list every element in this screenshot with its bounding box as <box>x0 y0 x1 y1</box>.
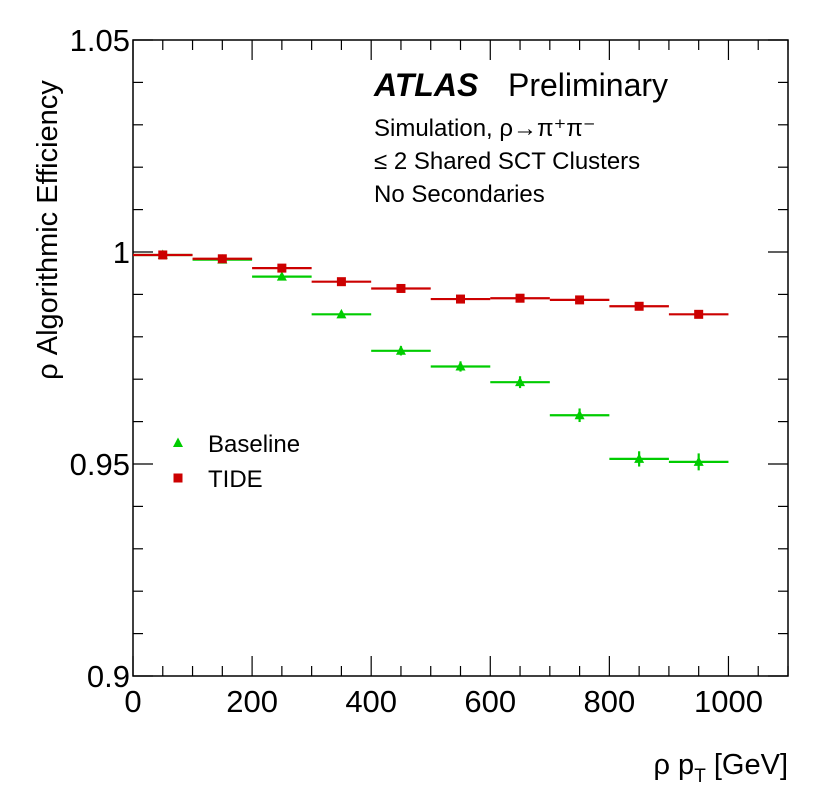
legend: Baseline TIDE <box>173 431 300 493</box>
legend-marker-tide <box>173 473 183 483</box>
experiment-label: ATLAS <box>373 67 479 103</box>
y-tick-label: 0.9 <box>87 659 130 694</box>
data-point <box>336 277 346 287</box>
x-tick-label: 600 <box>464 684 516 719</box>
y-tick-labels: 0.9 0.95 1 1.05 <box>70 23 130 694</box>
annotation-text: ≤ 2 Shared SCT Clusters <box>374 148 640 175</box>
x-tick-label: 1000 <box>694 684 763 719</box>
y-tick-label: 1.05 <box>70 23 130 58</box>
status-label: Preliminary <box>508 67 668 103</box>
x-tick-labels: 0 200 400 600 800 1000 <box>124 684 763 719</box>
data-point <box>574 409 585 420</box>
annotation-text: No Secondaries <box>374 181 545 208</box>
y-axis-ticks <box>133 39 788 677</box>
data-point <box>694 309 704 319</box>
data-point <box>217 254 227 264</box>
series-layer <box>133 249 729 471</box>
y-tick-label: 0.95 <box>70 447 130 482</box>
data-point <box>336 308 347 319</box>
data-point <box>634 301 644 311</box>
data-point <box>515 293 525 303</box>
legend-label-tide: TIDE <box>208 466 263 493</box>
series-tide <box>133 250 729 319</box>
y-tick-label: 1 <box>113 235 130 270</box>
x-tick-label: 400 <box>345 684 397 719</box>
x-tick-label: 200 <box>226 684 278 719</box>
x-axis-label: ρ pT [GeV] <box>654 749 789 787</box>
data-point <box>456 294 465 304</box>
data-point <box>277 263 287 273</box>
data-point <box>515 376 526 387</box>
data-point <box>634 453 645 463</box>
x-tick-label: 0 <box>124 684 141 719</box>
x-axis-ticks <box>132 40 789 676</box>
x-tick-label: 800 <box>583 684 635 719</box>
data-point <box>575 295 585 305</box>
legend-label-baseline: Baseline <box>208 431 300 458</box>
data-point <box>158 250 168 260</box>
data-point <box>395 345 406 355</box>
data-point <box>276 271 287 281</box>
annotation-text: Simulation, ρ→π⁺π⁻ <box>374 115 596 142</box>
annotations: Simulation, ρ→π⁺π⁻ ≤ 2 Shared SCT Cluster… <box>374 115 640 208</box>
y-axis-label: ρ Algorithmic Efficiency <box>32 80 64 380</box>
legend-marker-baseline <box>173 437 183 447</box>
data-point <box>693 456 704 466</box>
data-point <box>455 360 466 371</box>
data-point <box>396 283 406 293</box>
